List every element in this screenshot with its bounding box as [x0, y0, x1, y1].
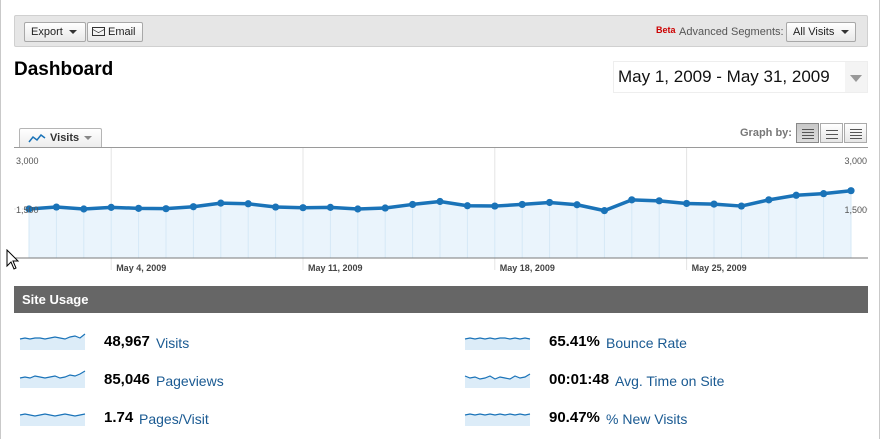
data-point: [436, 197, 444, 206]
sparkline-icon: [19, 333, 86, 350]
metric-link[interactable]: % New Visits: [606, 411, 688, 427]
graph-by-day-button[interactable]: [796, 123, 819, 143]
data-point: [655, 197, 663, 205]
y-tick-label-left: 3,000: [16, 156, 39, 166]
advanced-segments-label: Advanced Segments:: [679, 26, 784, 38]
envelope-icon: [92, 26, 105, 36]
data-point: [600, 207, 609, 215]
data-point: [491, 202, 499, 210]
y-tick-label-right: 3,000: [844, 156, 867, 166]
data-point: [847, 187, 855, 195]
metric-link[interactable]: Visits: [156, 335, 190, 351]
metric-value: 1.74: [104, 409, 134, 426]
data-point: [326, 203, 334, 211]
metric-new-visits: 90.47% % New Visits: [463, 406, 863, 430]
sparkline-icon: [19, 370, 86, 388]
graph-by-label: Graph by:: [740, 127, 792, 139]
chart-top-rule: [14, 147, 868, 148]
line-chart-icon: [28, 134, 46, 143]
x-tick-label: May 11, 2009: [308, 263, 363, 273]
data-point: [546, 198, 554, 207]
site-usage-header: Site Usage: [14, 286, 868, 313]
export-label: Export: [31, 26, 63, 38]
data-point: [792, 191, 800, 199]
data-point: [52, 203, 61, 211]
data-point: [737, 202, 746, 210]
data-point: [765, 196, 773, 204]
data-point: [683, 199, 691, 208]
metric-link[interactable]: Avg. Time on Site: [615, 373, 725, 389]
visits-chart[interactable]: 3,000 3,000 1,500 1,500 May 4, 2009 May 11, 2…: [1, 148, 880, 276]
email-button[interactable]: Email: [87, 22, 143, 42]
data-point: [354, 205, 362, 213]
email-label: Email: [108, 26, 136, 38]
export-button[interactable]: Export: [24, 22, 86, 42]
data-point: [162, 205, 170, 213]
data-point: [628, 196, 636, 204]
metric-link[interactable]: Pages/Visit: [139, 411, 209, 427]
sparkline-icon: [464, 413, 531, 426]
data-point: [299, 204, 307, 212]
data-point: [217, 199, 225, 207]
date-range-picker[interactable]: May 1, 2009 - May 31, 2009: [613, 61, 868, 93]
data-point: [710, 200, 718, 208]
metric-value: 85,046: [104, 371, 150, 388]
y-tick-label-right: 1,500: [844, 205, 867, 215]
y-tick-label-left: 1,500: [16, 205, 39, 215]
x-tick-label: May 25, 2009: [692, 263, 747, 273]
x-tick-label: May 4, 2009: [116, 263, 166, 273]
x-tick-label: May 18, 2009: [500, 263, 555, 273]
data-point: [189, 203, 197, 211]
sparkline-icon: [464, 337, 531, 350]
data-point: [409, 200, 417, 209]
metric-pageviews: 85,046 Pageviews: [18, 368, 418, 392]
data-point: [381, 204, 389, 212]
metric-value: 00:01:48: [549, 371, 610, 388]
sparkline-icon: [19, 413, 86, 426]
data-point: [820, 190, 828, 198]
toolbar: Export Email Beta Advanced Segments: All…: [14, 15, 868, 47]
metric-tab-label: Visits: [50, 132, 80, 144]
graph-by-week-button[interactable]: [820, 123, 843, 143]
date-dropdown-icon[interactable]: [845, 62, 867, 92]
data-point: [80, 205, 88, 213]
graph-by-month-button[interactable]: [844, 123, 867, 143]
metric-selector-tab[interactable]: Visits: [19, 128, 102, 148]
data-point: [25, 205, 33, 213]
data-point: [244, 200, 252, 208]
data-point: [135, 204, 143, 212]
metric-link[interactable]: Pageviews: [156, 373, 224, 389]
chevron-down-icon: [841, 30, 849, 34]
advanced-segments-select[interactable]: All Visits: [786, 22, 856, 42]
metric-link[interactable]: Bounce Rate: [606, 335, 687, 351]
date-range-text: May 1, 2009 - May 31, 2009: [618, 67, 830, 86]
metric-avg-time-on-site: 00:01:48 Avg. Time on Site: [463, 368, 863, 392]
metric-bounce-rate: 65.41% Bounce Rate: [463, 330, 863, 354]
metric-value: 65.41%: [549, 333, 600, 350]
sparkline-icon: [464, 373, 531, 388]
data-point: [573, 201, 581, 209]
data-point: [107, 203, 115, 211]
metric-value: 48,967: [104, 333, 150, 350]
metric-visits: 48,967 Visits: [18, 330, 418, 354]
metric-value: 90.47%: [549, 409, 600, 426]
segments-value: All Visits: [793, 26, 835, 38]
metric-pages-visit: 1.74 Pages/Visit: [18, 406, 418, 430]
beta-badge: Beta: [656, 25, 676, 35]
page-title: Dashboard: [14, 59, 114, 80]
data-point: [518, 200, 526, 209]
data-point: [463, 202, 471, 210]
chevron-down-icon: [84, 136, 93, 141]
chevron-down-icon: [68, 30, 77, 35]
mouse-cursor-icon: [6, 249, 20, 270]
data-point: [272, 203, 280, 211]
